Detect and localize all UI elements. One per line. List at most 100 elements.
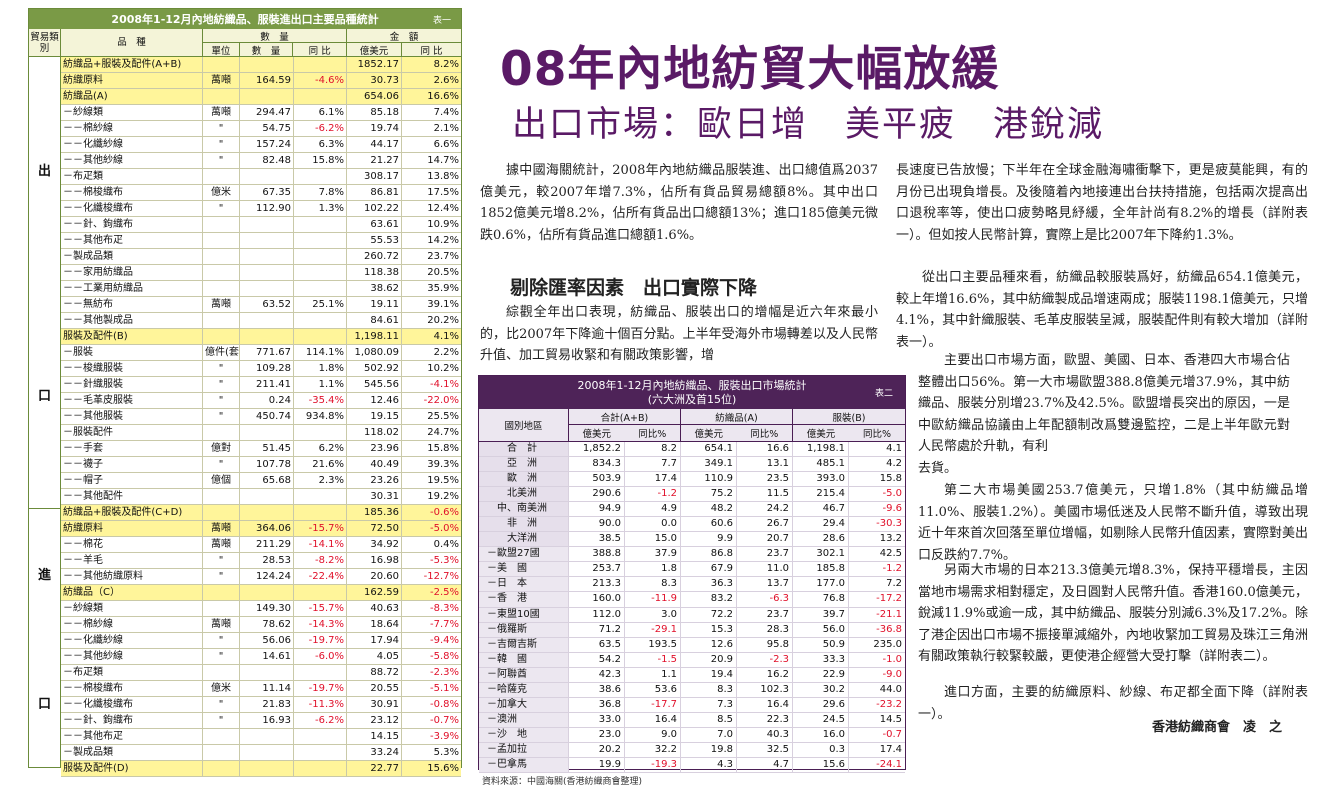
garments-pct-cell: -0.7	[882, 728, 902, 740]
quantity-cell: 211.29	[240, 537, 294, 552]
quantity-yoy-cell: 1.3%	[294, 201, 347, 216]
export-market-table: 2008年1-12月內地紡織品、服裝出口市場統計 (六大洲及首15位) 表二 國…	[478, 375, 906, 774]
value-yoy-cell: 2.2%	[433, 347, 459, 358]
quantity-cell: 164.59	[240, 73, 294, 88]
header-usd: 億美元	[582, 429, 611, 440]
table-row: －－針、鉤織布 " 16.93 -6.2% 23.12 -0.7%	[61, 713, 461, 729]
value-cell: 88.72	[347, 665, 402, 680]
textiles-value-cell: 67.9	[681, 562, 737, 577]
total-value-cell: 290.6	[569, 487, 625, 502]
table-row: －－棉梭織布 億米 11.14 -19.7% 20.55 -5.1%	[61, 681, 461, 697]
textiles-value-cell: 83.2	[681, 592, 737, 607]
table1-rows: 紡織品+服裝及配件(A+B) 1852.17 8.2% 紡織原料 萬噸 164.59 -4.…	[61, 57, 461, 777]
textiles-value-cell: 9.9	[681, 532, 737, 547]
unit-cell: "	[203, 201, 240, 216]
value-yoy-cell: -2.5%	[429, 587, 459, 598]
value-yoy-cell: 16.6%	[427, 91, 459, 102]
quantity-yoy-cell	[294, 761, 347, 776]
item-name: －服裝配件	[61, 425, 203, 440]
textiles-pct-cell: 16.2	[737, 667, 793, 682]
garments-value-cell: 393.0	[793, 472, 849, 487]
quantity-yoy-cell: -11.3%	[294, 697, 347, 712]
quantity-yoy-cell	[294, 89, 347, 104]
value-cell: 72.50	[347, 521, 402, 536]
article-paragraph: 第二大市場美國253.7億美元，只增1.8%（其中紡織品增11.0%、服裝1.2…	[918, 483, 1309, 563]
value-yoy-cell: 10.2%	[427, 363, 459, 374]
region-cell: 亞 洲	[479, 457, 569, 472]
value-cell: 118.02	[347, 425, 402, 440]
item-name: －服裝	[61, 345, 203, 360]
total-value-cell: 253.7	[569, 562, 625, 577]
value-yoy-cell: 0.4%	[433, 539, 459, 550]
table-row: －紗線類 萬噸 294.47 6.1% 85.18 7.4%	[61, 105, 461, 121]
header-quantity: 數 量	[203, 29, 346, 43]
textiles-value-cell: 19.8	[681, 742, 737, 757]
table-row: －－棉紗線 萬噸 78.62 -14.3% 18.64 -7.7%	[61, 617, 461, 633]
textiles-value-cell: 36.3	[681, 577, 737, 592]
table-row: －－工業用紡織品 38.62 35.9%	[61, 281, 461, 297]
unit-cell: "	[203, 361, 240, 376]
quantity-cell	[240, 489, 294, 504]
unit-cell	[203, 57, 240, 72]
quantity-cell	[240, 249, 294, 264]
item-name: －－化纖紗線	[61, 633, 203, 648]
item-name: －－棉紗線	[61, 617, 203, 632]
textiles-pct-cell: 24.2	[737, 502, 793, 517]
table-row: －－羊毛 " 28.53 -8.2% 16.98 -5.3%	[61, 553, 461, 569]
textiles-pct-cell: 16.6	[737, 442, 793, 457]
quantity-yoy-cell: 21.6%	[294, 457, 347, 472]
article-paragraph: 綜觀全年出口表現，紡織品、服裝出口的增幅是近六年來最小的，比2007年下降逾十個…	[480, 305, 878, 363]
quantity-yoy-cell: -14.1%	[294, 537, 347, 552]
header-qty: 數 量	[240, 43, 294, 57]
garments-value-cell: 76.8	[793, 592, 849, 607]
table-row: 服裝及配件(B) 1,198.11 4.1%	[61, 329, 461, 345]
quantity-yoy-cell: -6.2%	[294, 121, 347, 136]
textiles-value-cell: 8.5	[681, 712, 737, 727]
quantity-cell	[240, 745, 294, 760]
total-value-cell: 388.8	[569, 547, 625, 562]
value-yoy-cell: -5.8%	[429, 651, 459, 662]
header-amount-group: 金 額 億美元 同 比	[347, 29, 461, 57]
quantity-cell	[240, 281, 294, 296]
garments-value-cell: 29.6	[793, 697, 849, 712]
total-pct-cell: -29.1	[625, 622, 681, 637]
value-cell: 102.22	[347, 201, 402, 216]
value-cell: 22.77	[347, 761, 402, 776]
region-cell: 非 洲	[479, 517, 569, 532]
value-cell: 654.06	[347, 89, 402, 104]
table-row: －－無紡布 萬噸 63.52 25.1% 19.11 39.1%	[61, 297, 461, 313]
value-cell: 502.92	[347, 361, 402, 376]
table-row: －沙 地 23.0 9.0 7.0 40.3 16.0 -0.7	[479, 727, 905, 743]
textiles-value-cell: 72.2	[681, 607, 737, 622]
value-yoy-cell: 24.7%	[427, 427, 459, 438]
region-cell: －日 本	[479, 577, 569, 592]
item-name: －－棉花	[61, 537, 203, 552]
garments-pct-cell: -21.1	[876, 608, 902, 620]
table-row: －香 港 160.0 -11.9 83.2 -6.3 76.8 -17.2	[479, 592, 905, 608]
value-yoy-cell: 14.7%	[427, 155, 459, 166]
unit-cell: "	[203, 377, 240, 392]
table-row: －日 本 213.3 8.3 36.3 13.7 177.0 7.2	[479, 577, 905, 593]
value-yoy-cell: 23.7%	[427, 251, 459, 262]
item-name: －－毛革皮服裝	[61, 393, 203, 408]
item-name: －－手套	[61, 441, 203, 456]
quantity-cell: 364.06	[240, 521, 294, 536]
unit-cell	[203, 249, 240, 264]
total-value-cell: 94.9	[569, 502, 625, 517]
region-cell: －沙 地	[479, 727, 569, 742]
region-cell: －香 港	[479, 592, 569, 607]
garments-value-cell: 46.7	[793, 502, 849, 517]
garments-value-cell: 302.1	[793, 547, 849, 562]
value-yoy-cell: -0.8%	[429, 699, 459, 710]
total-pct-cell: 15.0	[625, 532, 681, 547]
region-cell: －吉爾吉斯	[479, 637, 569, 652]
value-yoy-cell: 7.4%	[433, 107, 459, 118]
header-textiles-group: 紡織品(A) 億美元 同比%	[681, 409, 793, 441]
textiles-value-cell: 75.2	[681, 487, 737, 502]
quantity-yoy-cell: -22.4%	[294, 569, 347, 584]
table-row: －美 國 253.7 1.8 67.9 11.0 185.8 -1.2	[479, 562, 905, 578]
table-row: －－手套 億對 51.45 6.2% 23.96 15.8%	[61, 441, 461, 457]
value-cell: 30.91	[347, 697, 402, 712]
total-pct-cell: -17.7	[625, 697, 681, 712]
value-cell: 20.55	[347, 681, 402, 696]
